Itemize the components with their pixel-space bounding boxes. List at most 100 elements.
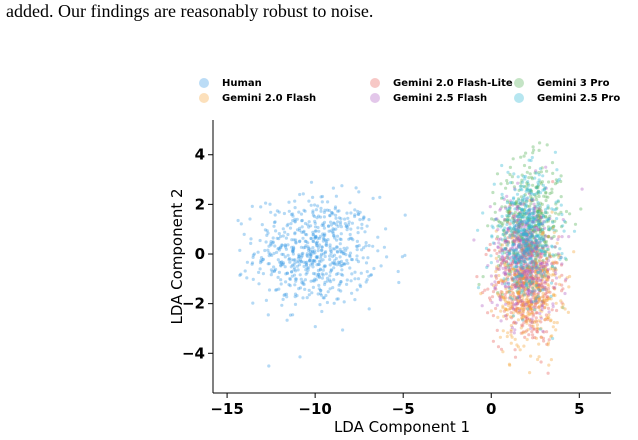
data-point xyxy=(343,222,347,226)
data-point xyxy=(514,252,519,256)
data-point xyxy=(518,288,522,292)
data-point xyxy=(500,224,504,228)
data-point xyxy=(527,212,531,217)
data-point xyxy=(512,261,517,265)
data-point xyxy=(518,211,523,215)
data-point xyxy=(544,288,549,292)
legend-entry: Gemini 2.0 Flash xyxy=(199,93,316,104)
data-point xyxy=(319,288,323,293)
data-point xyxy=(525,316,529,320)
data-point xyxy=(496,259,500,263)
data-point xyxy=(547,296,551,300)
data-point xyxy=(530,311,535,315)
data-point xyxy=(538,228,542,232)
data-point xyxy=(531,277,535,281)
data-point xyxy=(533,300,537,305)
data-point xyxy=(341,328,345,332)
data-point xyxy=(495,328,499,332)
data-point xyxy=(472,238,476,242)
data-point xyxy=(523,303,527,307)
data-point xyxy=(348,253,352,257)
data-point xyxy=(357,243,361,248)
data-point xyxy=(510,263,514,267)
data-point xyxy=(529,275,533,279)
data-point xyxy=(503,219,507,223)
data-point xyxy=(350,221,354,225)
data-point xyxy=(551,219,555,223)
data-point xyxy=(528,285,532,289)
data-point xyxy=(511,314,515,318)
data-point xyxy=(339,272,343,276)
data-point xyxy=(538,256,543,260)
data-point xyxy=(332,234,336,238)
data-point xyxy=(553,273,557,277)
data-point xyxy=(513,284,517,288)
data-point xyxy=(520,267,525,271)
data-point xyxy=(367,307,371,311)
data-point xyxy=(293,206,297,210)
data-point xyxy=(544,214,548,218)
data-point xyxy=(542,194,546,198)
data-point xyxy=(519,326,523,330)
data-point xyxy=(504,240,508,244)
data-point xyxy=(524,278,528,282)
data-point xyxy=(521,237,525,241)
data-point xyxy=(525,265,530,269)
data-point xyxy=(504,206,508,210)
data-point xyxy=(536,222,541,226)
data-point xyxy=(520,305,525,309)
data-point xyxy=(315,244,319,248)
data-point xyxy=(536,245,540,249)
data-point xyxy=(309,180,314,184)
data-point xyxy=(510,230,514,234)
data-point xyxy=(529,228,533,232)
data-point xyxy=(529,197,533,201)
data-point xyxy=(541,245,545,249)
data-point xyxy=(509,233,513,237)
data-point xyxy=(503,272,507,276)
data-point xyxy=(350,272,354,276)
data-point xyxy=(297,259,301,263)
data-point xyxy=(516,265,520,269)
data-point xyxy=(512,229,517,233)
data-point xyxy=(531,319,535,323)
data-point xyxy=(507,289,511,294)
data-point xyxy=(541,223,545,228)
data-point xyxy=(517,271,521,275)
data-point xyxy=(517,244,521,249)
data-point xyxy=(522,273,526,278)
data-point xyxy=(283,255,287,259)
data-point xyxy=(542,187,547,191)
data-point xyxy=(335,249,339,253)
data-point xyxy=(537,282,541,286)
data-point xyxy=(505,256,510,260)
data-point xyxy=(506,250,510,254)
data-point xyxy=(477,282,481,287)
data-point xyxy=(304,239,308,244)
data-point xyxy=(306,268,310,272)
data-point xyxy=(505,290,509,294)
data-point xyxy=(528,216,532,220)
data-point xyxy=(529,261,533,265)
data-point xyxy=(534,277,539,281)
data-point xyxy=(538,311,542,316)
data-point xyxy=(519,236,524,240)
data-point xyxy=(528,210,532,215)
data-point xyxy=(517,286,522,290)
data-point xyxy=(522,282,526,286)
data-point xyxy=(531,295,535,299)
data-point xyxy=(330,210,334,215)
data-point xyxy=(357,212,361,216)
data-point xyxy=(543,302,548,306)
data-point xyxy=(526,244,530,248)
data-point xyxy=(549,236,554,241)
data-point xyxy=(290,238,294,242)
data-point xyxy=(534,195,538,199)
data-point xyxy=(550,262,554,266)
data-point xyxy=(559,299,563,303)
data-point xyxy=(534,238,539,242)
data-point xyxy=(320,248,324,252)
data-point xyxy=(515,227,519,231)
data-point xyxy=(325,243,329,248)
data-point xyxy=(530,234,534,238)
